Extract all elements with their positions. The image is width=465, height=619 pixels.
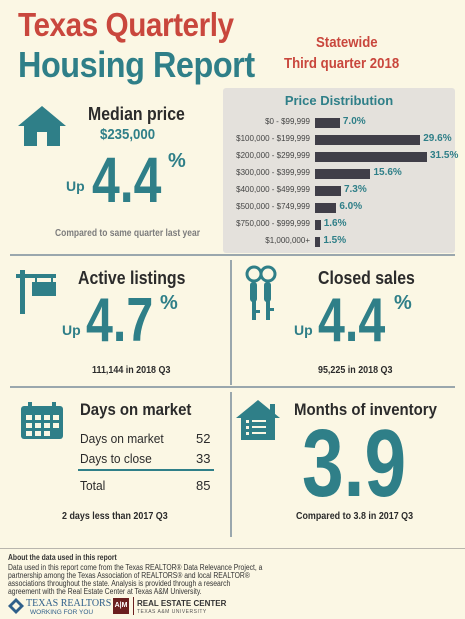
about-text-line: partnership among the Texas Association …: [8, 571, 250, 580]
logo-divider: [133, 597, 134, 615]
days-to-close-row-value: 33: [196, 451, 211, 466]
closed-sales-label: Closed sales: [318, 268, 415, 288]
active-listings-direction: Up: [62, 322, 81, 338]
distribution-row: $1,000,000+ 1.5%: [223, 235, 455, 249]
keys-icon: [242, 264, 282, 329]
section-divider: [230, 260, 232, 385]
distribution-range-label: $0 - $99,999: [265, 117, 310, 126]
calendar-icon: [20, 402, 64, 445]
distribution-value: 15.6%: [373, 167, 402, 178]
active-listings-label: Active listings: [78, 268, 186, 288]
texas-realtors-brand: TEXAS REALTORS: [26, 598, 112, 609]
distribution-range-label: $750,000 - $999,999: [236, 219, 310, 228]
total-row-value: 85: [196, 478, 211, 493]
median-price-label: Median price: [88, 104, 185, 124]
region-label: Statewide: [316, 34, 378, 51]
distribution-row: $300,000 - $399,999 15.6%: [223, 167, 455, 181]
distribution-row: $500,000 - $749,999 6.0%: [223, 201, 455, 215]
active-listings-change: 4.7: [86, 286, 154, 355]
real-estate-center-sub: TEXAS A&M UNIVERSITY: [137, 609, 207, 615]
active-listings-note: 111,144 in 2018 Q3: [92, 364, 171, 376]
distribution-value: 7.3%: [343, 184, 367, 195]
median-percent-sign: %: [168, 150, 186, 172]
house-icon: [16, 104, 68, 153]
distribution-row: $200,000 - $299,999 31.5%: [223, 150, 459, 164]
median-price-value: $235,000: [100, 126, 156, 143]
price-distribution-panel: Price Distribution $0 - $99,999 7.0% $100,…: [223, 88, 459, 253]
distribution-range-label: $100,000 - $199,999: [236, 134, 310, 143]
median-note: Compared to same quarter last year: [55, 228, 201, 239]
texas-realtors-logo-icon: [8, 598, 24, 619]
distribution-value: 7.0%: [342, 116, 366, 127]
distribution-range-label: $500,000 - $749,999: [236, 202, 310, 211]
about-title: About the data used in this report: [8, 553, 117, 562]
texas-realtors-tagline: WORKING FOR YOU: [30, 609, 94, 616]
distribution-bar: [315, 169, 371, 179]
distribution-bar: [315, 152, 427, 162]
distribution-value: 31.5%: [430, 150, 459, 161]
months-inventory-value: 3.9: [302, 410, 407, 517]
footer-divider: [0, 548, 465, 549]
months-inventory-label: Months of inventory: [294, 400, 437, 419]
closed-sales-change: 4.4: [318, 286, 386, 355]
distribution-range-label: $300,000 - $399,999: [236, 168, 310, 177]
distribution-bar: [315, 237, 321, 247]
about-text-line: Data used in this report come from the T…: [8, 563, 263, 572]
distribution-value: 1.5%: [323, 235, 347, 246]
house-inventory-icon: [234, 398, 282, 447]
closed-sales-note: 95,225 in 2018 Q3: [318, 364, 393, 376]
distribution-bar: [315, 203, 337, 213]
days-on-market-row-value: 52: [196, 431, 211, 446]
distribution-bar: [315, 186, 341, 196]
total-row-label: Total: [80, 478, 106, 493]
distribution-row: $750,000 - $999,999 1.6%: [223, 218, 455, 232]
months-inventory-note: Compared to 3.8 in 2017 Q3: [296, 510, 414, 522]
about-text-line: agreement with the Real Estate Center at…: [8, 587, 202, 596]
tamu-logo-icon: A|M: [113, 598, 129, 614]
section-divider: [230, 392, 232, 537]
price-distribution-title: Price Distribution: [284, 93, 394, 108]
distribution-range-label: $1,000,000+: [265, 236, 310, 245]
closed-sales-percent-sign: %: [394, 292, 412, 314]
distribution-bar: [315, 135, 421, 145]
active-listings-percent-sign: %: [160, 292, 178, 314]
distribution-bar: [315, 220, 321, 230]
median-direction: Up: [66, 178, 85, 194]
distribution-row: $0 - $99,999 7.0%: [223, 116, 455, 130]
for-sale-sign-icon: [14, 268, 60, 321]
report-title-line2: Housing Report: [18, 44, 255, 85]
days-on-market-note: 2 days less than 2017 Q3: [62, 510, 168, 522]
distribution-range-label: $400,000 - $499,999: [236, 185, 310, 194]
days-on-market-label: Days on market: [80, 400, 192, 419]
distribution-row: $100,000 - $199,999 29.6%: [223, 133, 455, 147]
section-divider: [10, 254, 455, 256]
days-to-close-row-label: Days to close: [80, 451, 152, 466]
distribution-value: 1.6%: [323, 218, 347, 229]
distribution-row: $400,000 - $499,999 7.3%: [223, 184, 455, 198]
distribution-range-label: $200,000 - $299,999: [236, 151, 310, 160]
distribution-value: 6.0%: [339, 201, 363, 212]
total-divider: [78, 469, 214, 471]
distribution-value: 29.6%: [423, 133, 452, 144]
closed-sales-direction: Up: [294, 322, 313, 338]
days-on-market-row-label: Days on market: [80, 431, 164, 446]
distribution-bar: [315, 118, 340, 128]
section-divider: [10, 386, 455, 388]
about-text-line: associations throughout the state. Analy…: [8, 579, 231, 588]
period-label: Third quarter 2018: [284, 55, 400, 72]
median-change: 4.4: [92, 144, 162, 216]
real-estate-center-brand: REAL ESTATE CENTER: [137, 599, 227, 608]
report-title-line1: Texas Quarterly: [18, 6, 234, 43]
